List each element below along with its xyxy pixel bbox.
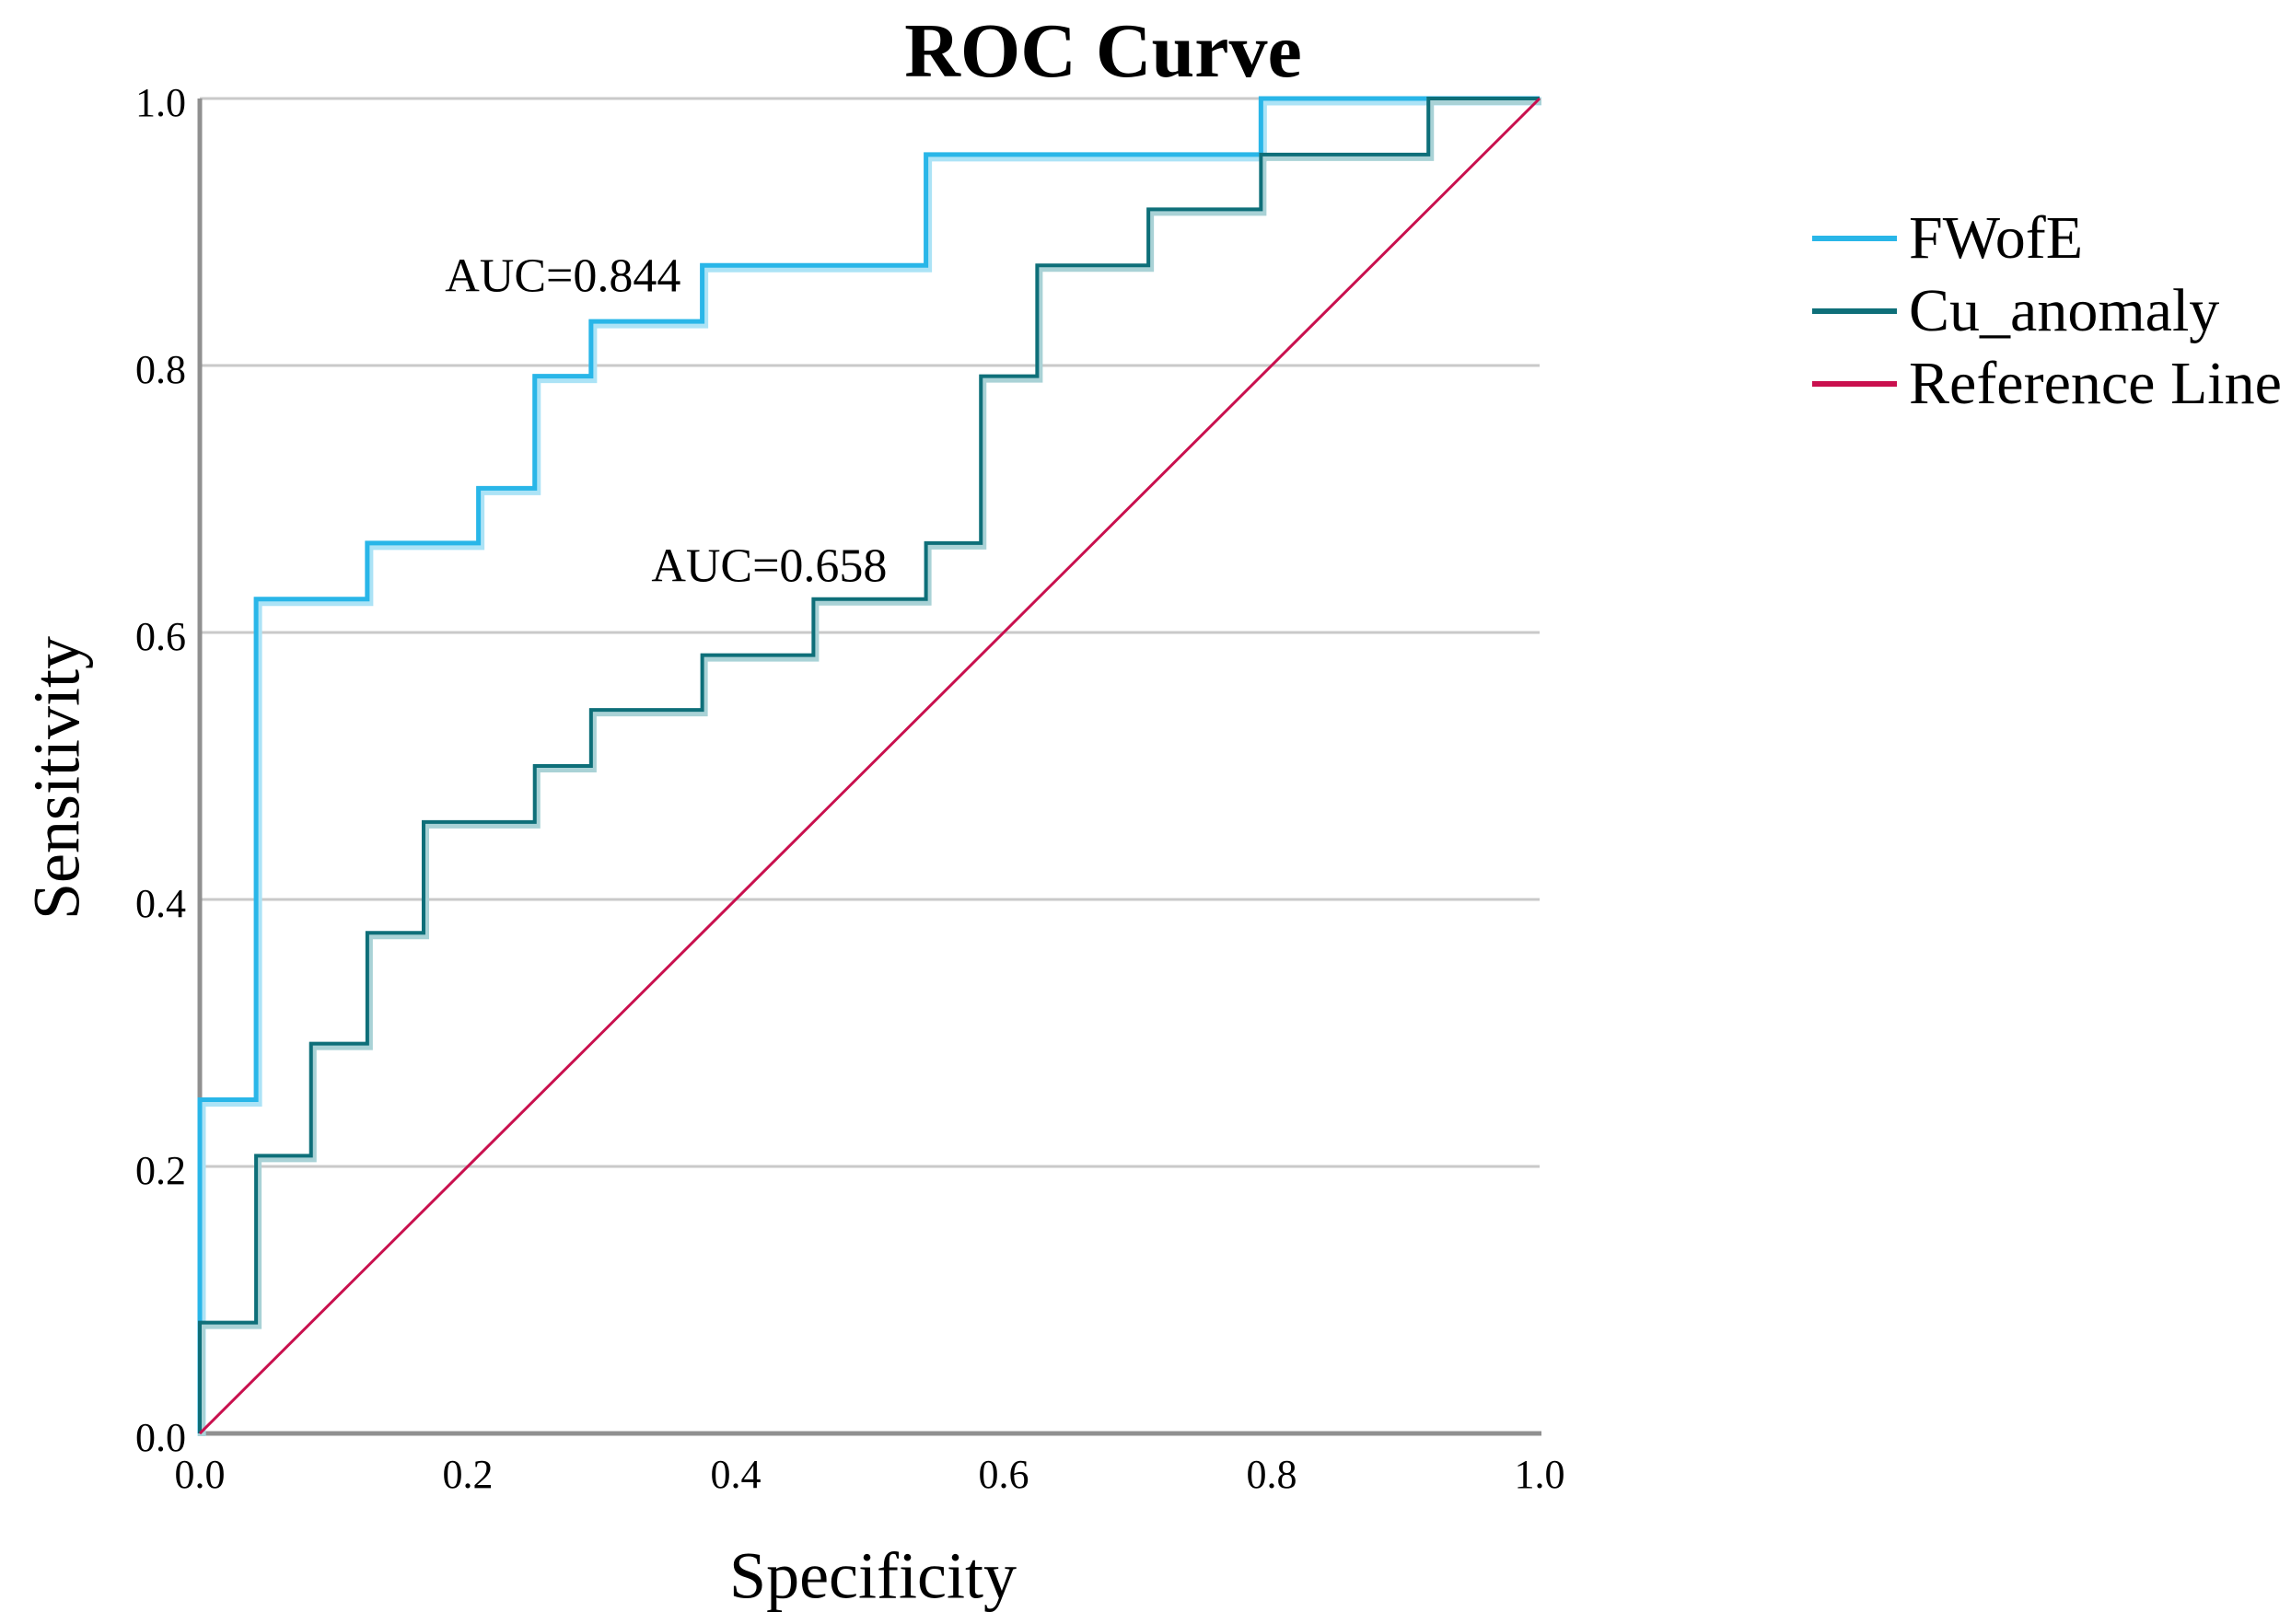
y-tick-label: 0.4	[135, 881, 186, 926]
x-tick-label: 0.0	[174, 1452, 226, 1497]
legend-row-fwofe: FWofE	[1812, 202, 2282, 274]
legend-row-reference-line: Reference Line	[1812, 347, 2282, 420]
legend-label-fwofe: FWofE	[1909, 203, 2084, 272]
y-axis-title: Sensitivity	[19, 635, 94, 921]
cu-anomaly-curve	[198, 97, 1540, 1433]
x-tick-label: 0.4	[710, 1452, 762, 1497]
y-tick-label: 0.8	[135, 347, 186, 392]
legend-label-reference-line: Reference Line	[1909, 349, 2282, 417]
x-tick-label: 0.2	[442, 1452, 494, 1497]
legend-row-cu-anomaly: Cu_anomaly	[1812, 274, 2282, 347]
cu-anomaly-curve-halo	[198, 98, 1541, 1436]
legend-swatch-cu-anomaly	[1812, 307, 1897, 314]
x-tick-label: 0.6	[978, 1452, 1029, 1497]
auc-annotation: AUC=0.844	[445, 249, 681, 303]
reference-line-curve	[198, 97, 1541, 1435]
fwofe-curve-halo	[197, 97, 1541, 1436]
x-axis-title: Specificity	[729, 1538, 1017, 1613]
legend-swatch-reference-line	[1812, 380, 1897, 387]
x-tick-label: 0.8	[1246, 1452, 1297, 1497]
y-tick-label: 0.0	[135, 1415, 186, 1460]
auc-annotation: AUC=0.658	[651, 539, 888, 592]
legend-label-cu-anomaly: Cu_anomaly	[1909, 276, 2220, 344]
legend-swatch-fwofe	[1812, 235, 1897, 241]
y-tick-label: 0.6	[135, 614, 186, 659]
fwofe-curve	[197, 96, 1540, 1433]
x-tick-label: 1.0	[1514, 1452, 1565, 1497]
y-tick-label: 1.0	[135, 80, 186, 125]
y-tick-label: 0.2	[135, 1148, 186, 1193]
chart-title: ROC Curve	[904, 8, 1302, 94]
legend: FWofE Cu_anomaly Reference Line	[1812, 202, 2282, 420]
